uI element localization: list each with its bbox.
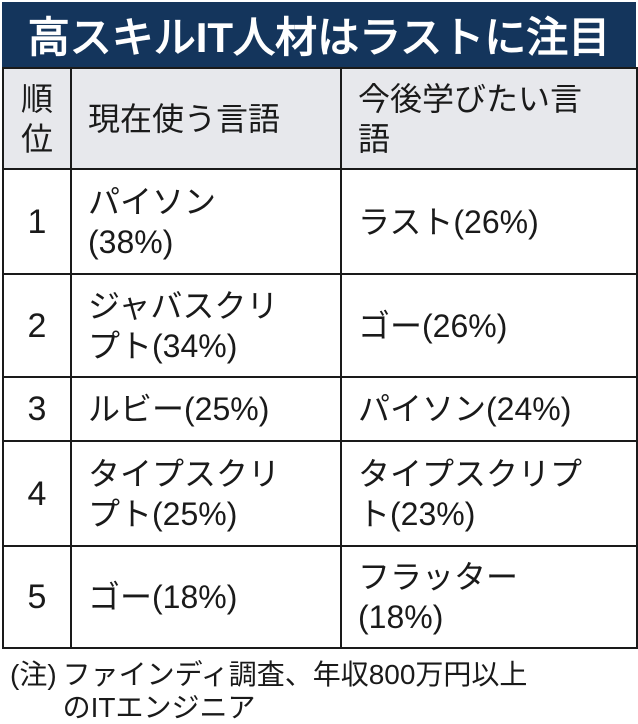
column-header-future-language: 今後学びたい言 語 [340,67,638,170]
current-language-cell: ゴー(18%) [70,545,342,649]
column-header-current-language: 現在使う言語 [70,67,342,170]
table-row: 2 ジャバスクリ プト(34%) ゴー(26%) [2,273,638,378]
future-language-cell: パイソン(24%) [340,376,638,442]
table-row: 3 ルビー(25%) パイソン(24%) [2,376,638,442]
future-language-cell: タイプスクリプ ト(23%) [340,440,638,547]
rank-cell: 5 [2,545,72,649]
column-header-rank: 順位 [2,67,72,170]
current-language-cell: パイソン (38%) [70,168,342,275]
future-language-cell: フラッター (18%) [340,545,638,649]
future-language-cell: ゴー(26%) [340,273,638,378]
table-row: 1 パイソン (38%) ラスト(26%) [2,168,638,275]
ranking-table: 順位 現在使う言語 今後学びたい言 語 1 パイソン (38%) ラスト(26%… [2,67,638,649]
table-row: 4 タイプスクリ プト(25%) タイプスクリプ ト(23%) [2,440,638,547]
current-language-cell: ジャバスクリ プト(34%) [70,273,342,378]
rank-cell: 4 [2,440,72,547]
current-language-cell: ルビー(25%) [70,376,342,442]
table-header-row: 順位 現在使う言語 今後学びたい言 語 [2,67,638,170]
future-language-cell: ラスト(26%) [340,168,638,275]
footnote-prefix: (注) [10,659,57,690]
rank-cell: 3 [2,376,72,442]
rank-cell: 2 [2,273,72,378]
footnote-text: ファインディ調査、年収800万円以上 のITエンジニア [62,659,528,723]
rank-cell: 1 [2,168,72,275]
current-language-cell: タイプスクリ プト(25%) [70,440,342,547]
footnote: (注) ファインディ調査、年収800万円以上 のITエンジニア [10,658,630,724]
page-title: 高スキルIT人材はラストに注目 [2,2,636,67]
table-row: 5 ゴー(18%) フラッター (18%) [2,545,638,649]
